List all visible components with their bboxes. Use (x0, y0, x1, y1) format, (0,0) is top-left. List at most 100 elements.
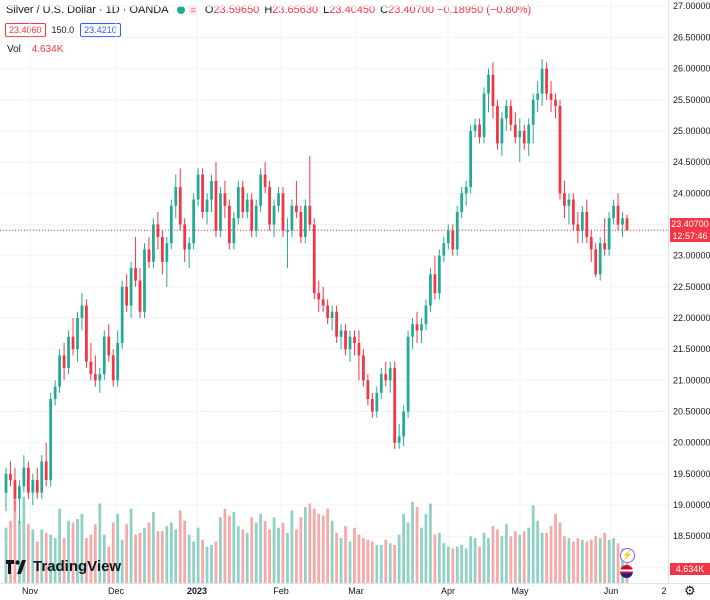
candle-body (357, 342, 361, 356)
candle-body (362, 355, 365, 381)
candle-body (31, 480, 35, 493)
volume-bar (589, 539, 593, 583)
candle (625, 214, 629, 231)
price-axis[interactable]: 18.0000018.5000019.0000019.5000020.00000… (673, 1, 710, 572)
candle-body (299, 212, 303, 237)
candle (500, 112, 504, 156)
candle-body (22, 467, 26, 487)
candle (558, 99, 562, 200)
volume-bar (178, 510, 182, 583)
candle (460, 187, 464, 219)
candle (402, 405, 406, 446)
time-axis[interactable]: Nov Dec 2023 Feb Mar Apr May Jun 2 (22, 586, 667, 596)
candle-body (616, 205, 620, 225)
volume-bar (299, 517, 303, 583)
volume-bar (446, 546, 450, 583)
candle (375, 386, 379, 418)
volume-bar (362, 538, 365, 583)
volume-bar (40, 529, 44, 583)
candle (446, 224, 450, 250)
candle-body (353, 336, 356, 343)
candle-body (308, 205, 312, 225)
candle-body (572, 199, 575, 225)
volume-bar (250, 517, 254, 583)
volume-bar (464, 548, 468, 583)
candle-body (549, 93, 553, 100)
candle-body (205, 199, 209, 212)
candle-body (9, 473, 12, 481)
candle (607, 212, 611, 256)
volume-bar (272, 517, 276, 583)
candle-body (223, 193, 227, 206)
volume-bar (58, 508, 61, 583)
bid-button[interactable]: 23.4060 (5, 23, 46, 37)
candle-body (344, 330, 347, 350)
candle-body (219, 193, 222, 231)
candle-body (531, 99, 535, 125)
candle-body (464, 187, 468, 194)
volume-bar (478, 546, 481, 583)
candle-body (165, 243, 169, 262)
volume-bar (71, 522, 75, 583)
ask-button[interactable]: 23.4210 (80, 23, 121, 37)
volume-bar (339, 538, 343, 583)
time-tick-label: 2 (661, 586, 666, 596)
volume-bar (152, 512, 155, 583)
last-volume-tag: 4.634K (670, 563, 710, 575)
candle-body (527, 124, 531, 144)
volume-bar (455, 546, 459, 583)
candle (406, 330, 410, 418)
volume-bar (259, 513, 263, 583)
candle-body (580, 212, 584, 231)
volume-bar (357, 534, 361, 583)
volume-bar (344, 525, 347, 583)
candle (201, 168, 204, 219)
volume-bar (460, 544, 464, 583)
candle-body (116, 342, 120, 381)
candle-body (58, 355, 61, 387)
candle (183, 218, 187, 262)
candle (393, 361, 397, 449)
volume-bar (536, 520, 540, 583)
candle-body (169, 205, 173, 244)
candle-body (589, 236, 593, 250)
candle (585, 199, 589, 244)
volume-bar (183, 520, 187, 583)
candle-body (227, 205, 231, 244)
time-tick-label: Dec (108, 586, 125, 596)
tradingview-logo[interactable]: TradingView (6, 558, 121, 575)
candle-body (482, 93, 486, 138)
candle (335, 305, 338, 343)
us-flag-icon[interactable] (620, 565, 633, 578)
volume-bar (165, 525, 169, 583)
candle (286, 218, 289, 269)
candle-body (277, 193, 280, 206)
candle (411, 318, 414, 350)
candle (299, 205, 303, 244)
volume-bar (232, 512, 236, 583)
candle (35, 467, 39, 499)
candle-body (76, 318, 79, 350)
volume-bar (89, 534, 93, 583)
time-tick-label: May (511, 586, 529, 596)
candle (473, 118, 477, 138)
symbol-title[interactable]: Silver / U.S. Dollar · 1D · OANDA (6, 4, 169, 16)
candle-body (250, 199, 254, 231)
candle (415, 311, 419, 343)
volume-bar (402, 513, 406, 583)
volume-bar (567, 538, 571, 583)
price-tick-label: 21.50000 (673, 344, 710, 354)
candle-body (478, 124, 481, 138)
bolt-icon[interactable]: ⚡ (620, 548, 635, 563)
candle-body (286, 230, 289, 232)
candle-body (585, 212, 589, 237)
price-tick-label: 27.00000 (673, 1, 710, 11)
candle (93, 355, 97, 387)
candle (487, 68, 490, 113)
compare-badge[interactable]: = (188, 5, 198, 15)
gear-icon[interactable]: ⚙ (684, 583, 696, 598)
candle-body (317, 293, 321, 300)
candle-body (437, 255, 441, 294)
candle (169, 199, 173, 250)
